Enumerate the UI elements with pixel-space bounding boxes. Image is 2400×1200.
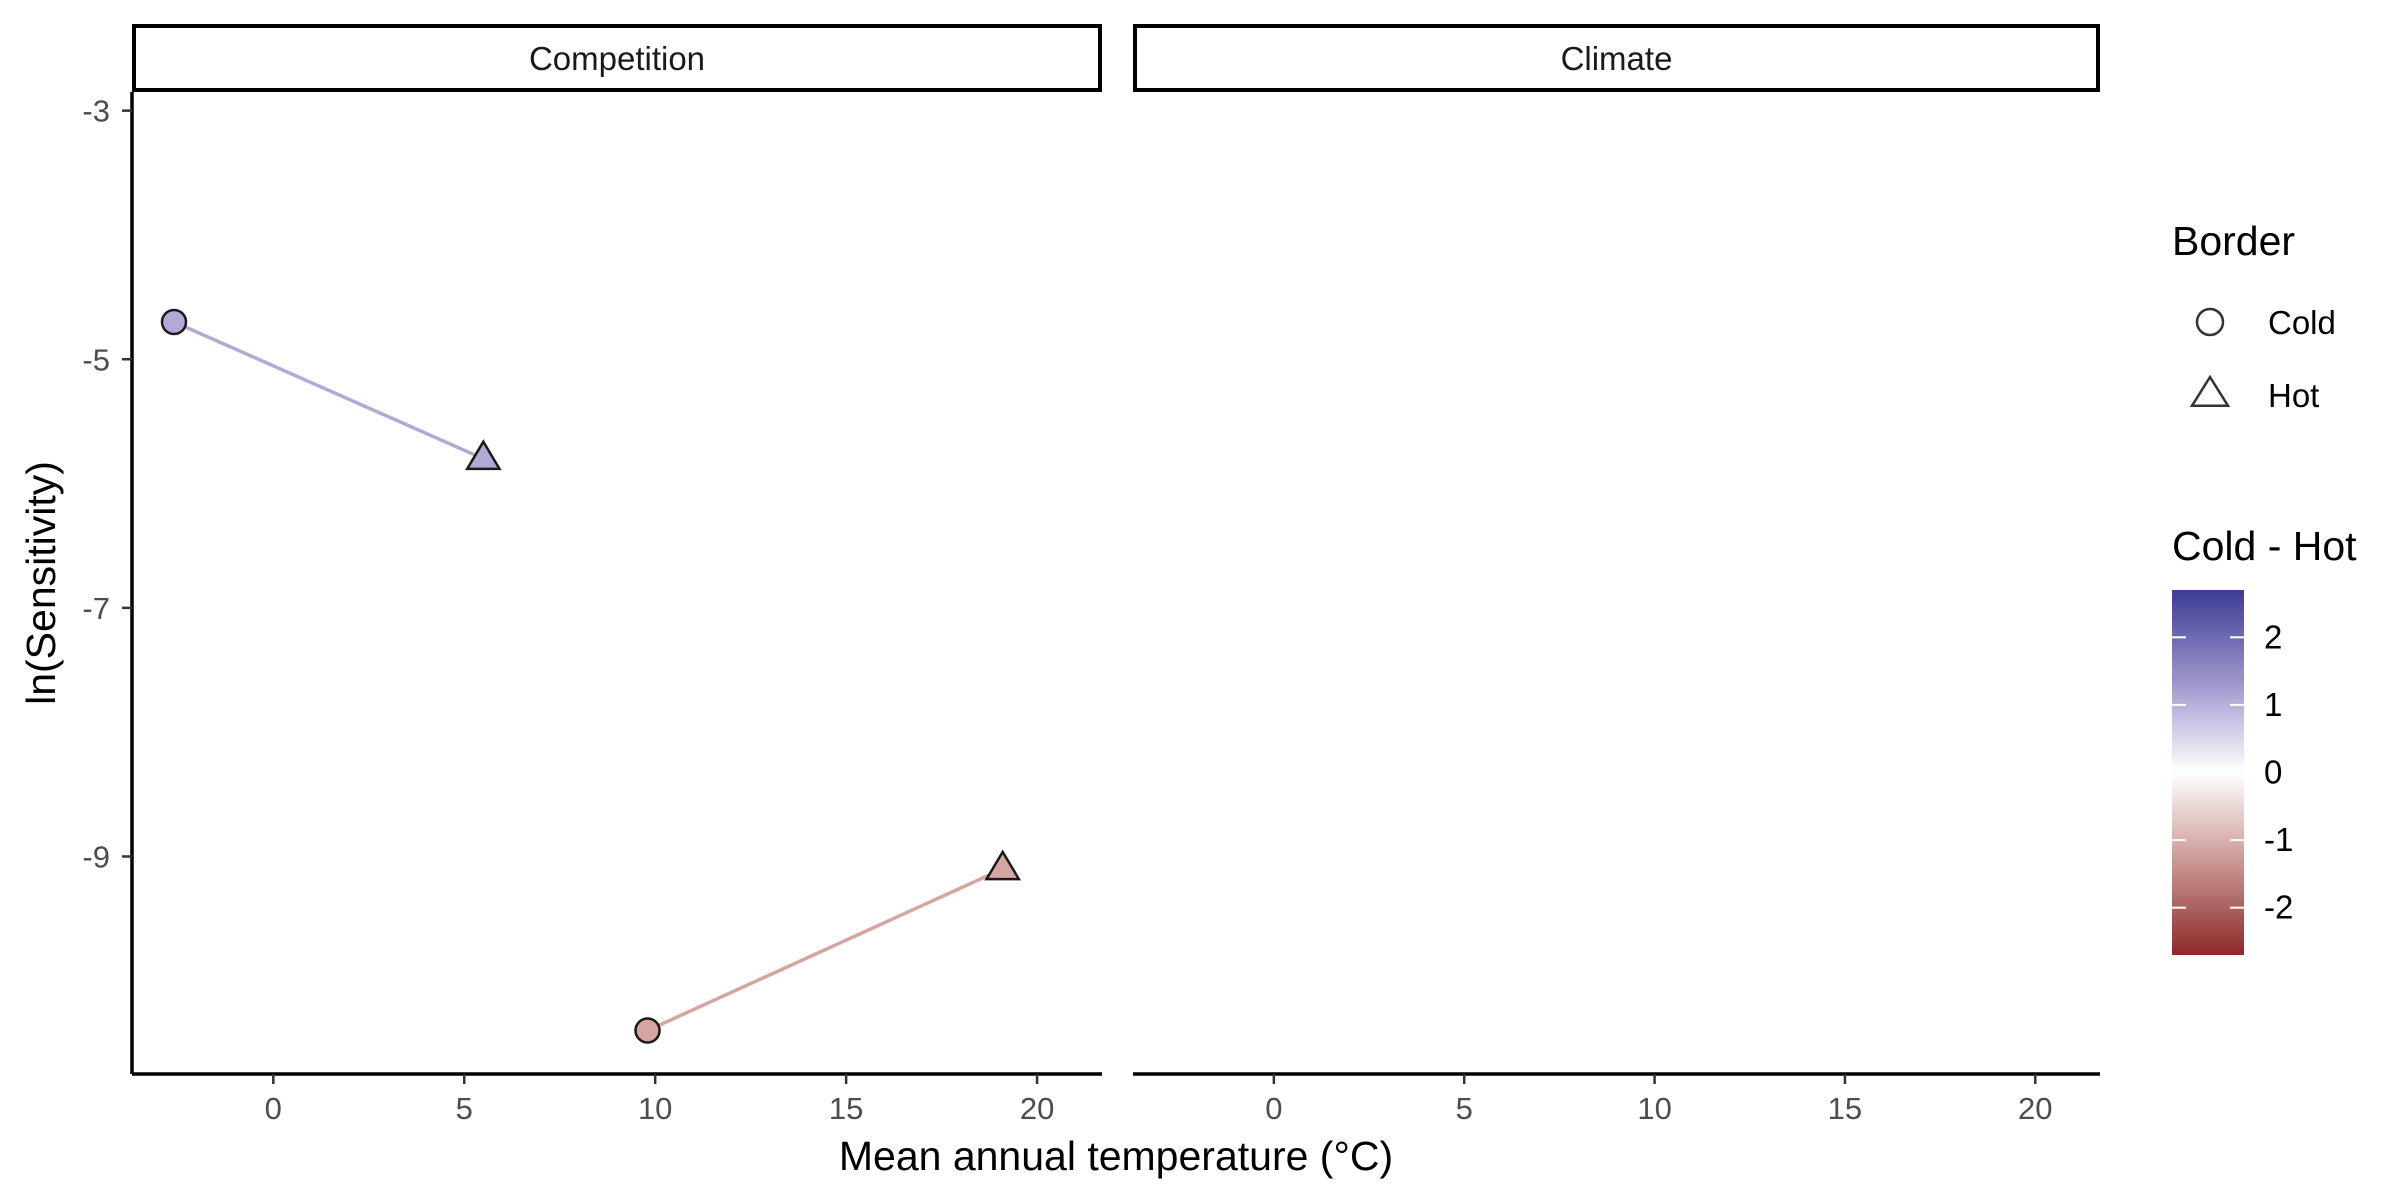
- x-tick-label-climate-5: 5: [1456, 1091, 1473, 1126]
- facet-strip-competition: [132, 24, 1102, 92]
- colorbar-label-0: 0: [2264, 754, 2282, 791]
- x-tick-label-climate-0: 0: [1265, 1091, 1282, 1126]
- x-tick-label-competition-0: 0: [265, 1091, 282, 1126]
- point-hot-competition-0: [464, 439, 502, 471]
- y-tick-label--7: -7: [82, 591, 110, 626]
- point-cold-competition-0: [160, 308, 188, 336]
- y-tick-label--3: -3: [82, 94, 110, 129]
- series-line-competition-0: [173, 320, 485, 461]
- legend-key-circle-icon: [2195, 307, 2225, 337]
- facet-label-climate: Climate: [1561, 40, 1673, 77]
- x-tick-label-competition-20: 20: [1020, 1091, 1054, 1126]
- series-line-competition-1: [646, 867, 1004, 1033]
- x-tick-label-competition-15: 15: [829, 1091, 863, 1126]
- facet-strip-climate: [1133, 24, 2100, 92]
- x-tick-label-climate-15: 15: [1828, 1091, 1862, 1126]
- x-axis-title: Mean annual temperature (°C): [839, 1133, 1393, 1179]
- legend-title-difference: Cold - Hot: [2172, 523, 2357, 569]
- x-tick-label-competition-10: 10: [638, 1091, 672, 1126]
- legend-key-triangle-icon: [2189, 374, 2231, 408]
- colorbar-label-2: 2: [2264, 618, 2282, 655]
- colorbar-label-1: 1: [2264, 686, 2282, 723]
- facet-label-competition: Competition: [529, 40, 705, 77]
- x-tick-label-climate-10: 10: [1637, 1091, 1671, 1126]
- y-tick-label--5: -5: [82, 342, 110, 377]
- legend-label-hot: Hot: [2268, 377, 2319, 414]
- colorbar-label--1: -1: [2264, 821, 2293, 858]
- x-tick-label-competition-5: 5: [456, 1091, 473, 1126]
- y-axis-title: ln(Sensitivity): [18, 461, 64, 705]
- colorbar-label--2: -2: [2264, 889, 2293, 926]
- point-cold-competition-1: [634, 1017, 661, 1044]
- legend-title-border: Border: [2172, 218, 2295, 264]
- legend-label-cold: Cold: [2268, 304, 2336, 341]
- point-hot-competition-1: [984, 849, 1022, 881]
- x-tick-label-climate-20: 20: [2018, 1091, 2052, 1126]
- y-tick-label--9: -9: [82, 839, 110, 874]
